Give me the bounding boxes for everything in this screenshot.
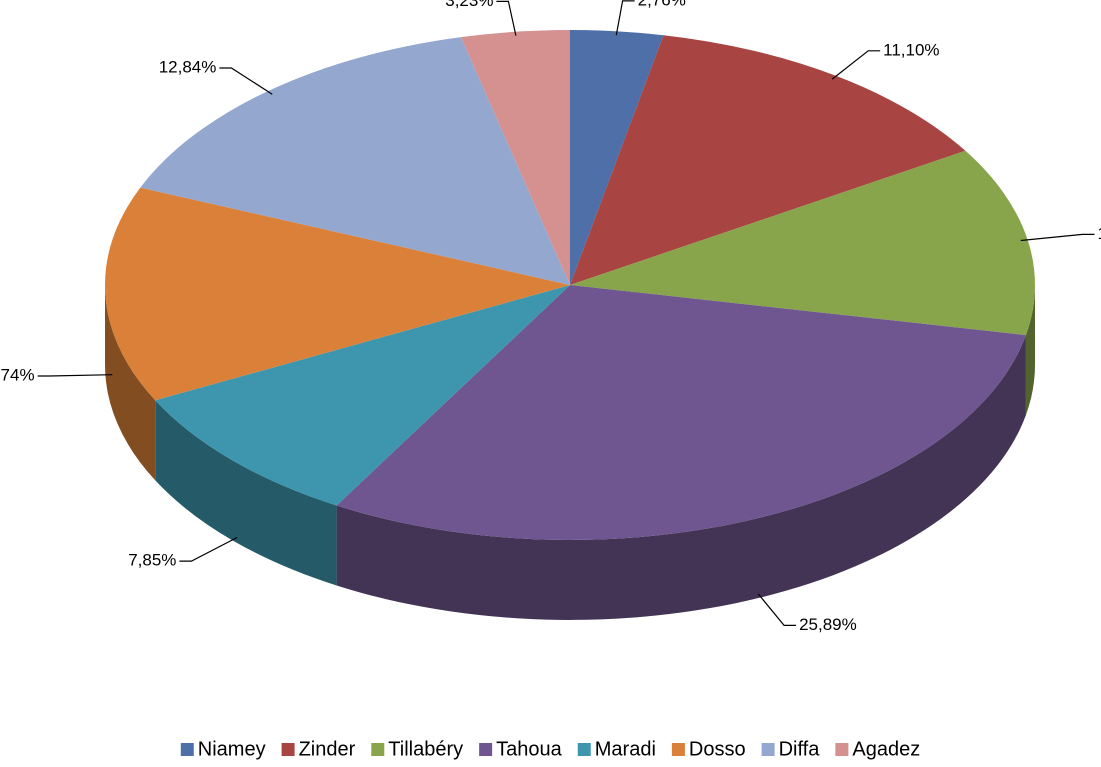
slice bbox=[570, 150, 1035, 336]
legend-label: Agadez bbox=[852, 738, 920, 760]
legend-swatch bbox=[479, 743, 493, 756]
data-label: 3,23% bbox=[445, 0, 493, 10]
leader-line bbox=[615, 0, 635, 36]
legend-label: Diffa bbox=[779, 738, 821, 760]
slice-side bbox=[155, 400, 337, 586]
slice-side bbox=[336, 335, 1026, 620]
slice bbox=[140, 37, 571, 285]
leader-line bbox=[757, 593, 797, 627]
leader-line bbox=[1020, 233, 1095, 242]
data-label: 12,84% bbox=[159, 57, 217, 76]
legend-swatch bbox=[835, 743, 849, 756]
data-label: 25,89% bbox=[799, 615, 857, 634]
legend: Niamey Zinder Tillabéry Tahoua Maradi Dosso Di… bbox=[180, 738, 920, 760]
slice-side bbox=[104, 285, 156, 481]
legend-swatch bbox=[761, 743, 775, 756]
legend-swatch bbox=[180, 743, 194, 756]
legend-label: Niamey bbox=[198, 738, 266, 760]
slice bbox=[105, 187, 571, 401]
data-label: 10,25% bbox=[1098, 224, 1101, 243]
leader-line bbox=[831, 50, 881, 80]
slice bbox=[155, 285, 570, 506]
legend-label: Tahoua bbox=[496, 738, 562, 760]
slice bbox=[460, 29, 570, 286]
slice-side bbox=[1025, 285, 1035, 416]
legend-swatch bbox=[577, 743, 591, 756]
legend-label: Dosso bbox=[689, 738, 746, 760]
legend-swatch bbox=[281, 743, 295, 756]
legend-label: Tillabéry bbox=[388, 738, 463, 760]
leader-line bbox=[179, 536, 238, 562]
leader-line bbox=[37, 374, 113, 377]
legend-swatch bbox=[671, 743, 685, 756]
slice bbox=[570, 35, 966, 286]
slice bbox=[570, 29, 664, 285]
legend-label: Zinder bbox=[299, 738, 356, 760]
leader-line bbox=[219, 67, 273, 95]
leader-line bbox=[496, 0, 517, 36]
data-label: 2,76% bbox=[638, 0, 686, 9]
data-label: 11,74% bbox=[0, 365, 35, 384]
legend-swatch bbox=[371, 743, 385, 756]
data-label: 7,85% bbox=[128, 551, 176, 570]
slice bbox=[336, 285, 1026, 540]
data-label: 11,10% bbox=[883, 40, 939, 59]
legend-label: Maradi bbox=[595, 738, 656, 760]
